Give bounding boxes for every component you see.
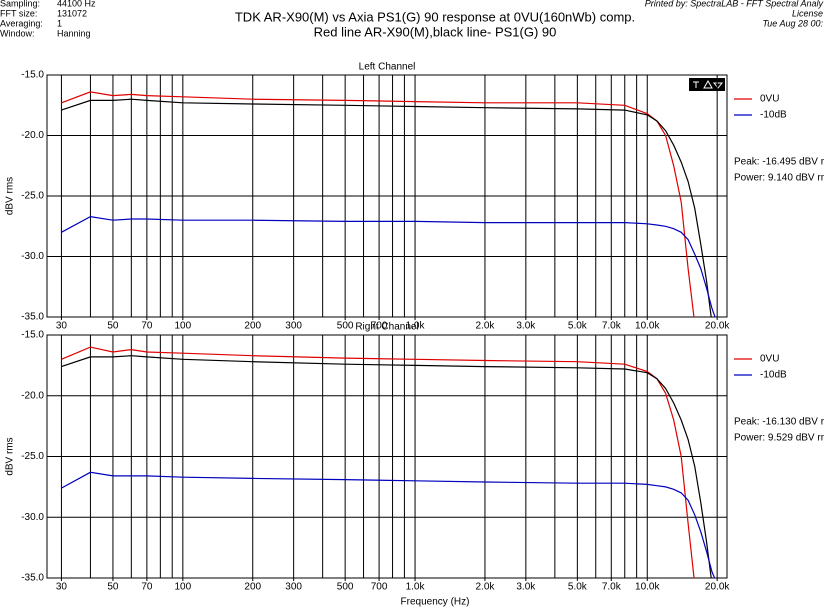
x-tick-label: 2.0k <box>476 321 496 332</box>
y-tick-label: -20.0 <box>21 390 44 401</box>
plot-frame <box>46 334 728 579</box>
y-tick-label: -30.0 <box>21 512 44 523</box>
legend-label: -10dB <box>760 370 787 381</box>
x-axis-label: Frequency (Hz) <box>401 597 470 608</box>
series-line <box>61 215 716 317</box>
x-tick-label: 10.0k <box>635 321 660 332</box>
page-subtitle: Red line AR-X90(M),black line- PS1(G) 90 <box>314 24 557 39</box>
x-tick-label: 50 <box>107 321 119 332</box>
x-tick-label: 500 <box>337 321 354 332</box>
x-tick-label: 7.0k <box>602 321 622 332</box>
annotation: Power: 9.529 dBV rm <box>734 433 824 444</box>
y-tick-label: -25.0 <box>21 191 44 202</box>
x-tick-label: 20.0k <box>705 321 730 332</box>
x-tick-label: 70 <box>141 582 153 593</box>
annotation: Power: 9.140 dBV rms <box>734 173 824 184</box>
annotation: Peak: -16.130 dBV rm <box>734 417 824 428</box>
x-tick-label: 200 <box>244 321 261 332</box>
annotation: Peak: -16.495 dBV rm <box>734 157 824 168</box>
averaging-label: Averaging: <box>0 18 43 28</box>
x-tick-label: 1.0k <box>406 321 426 332</box>
x-tick-label: 7.0k <box>602 582 622 593</box>
series-line <box>61 471 716 578</box>
x-tick-label: 300 <box>285 321 302 332</box>
x-tick-label: 5.0k <box>568 321 588 332</box>
chart-title: Left Channel <box>359 62 416 73</box>
y-tick-label: -35.0 <box>21 312 44 323</box>
x-tick-label: 5.0k <box>568 582 588 593</box>
y-tick-label: -25.0 <box>21 451 44 462</box>
y-axis-label: dBV rms <box>5 437 16 475</box>
x-tick-label: 10.0k <box>635 582 660 593</box>
x-tick-label: 100 <box>175 582 192 593</box>
y-tick-label: -15.0 <box>21 330 44 341</box>
x-tick-label: 200 <box>244 582 261 593</box>
x-tick-label: 70 <box>141 321 153 332</box>
x-tick-label: 3.0k <box>516 582 536 593</box>
page-title: TDK AR-X90(M) vs Axia PS1(G) 90 response… <box>235 9 635 24</box>
sampling: 44100 Hz <box>57 0 96 8</box>
y-tick-label: -35.0 <box>21 573 44 584</box>
y-tick-label: -15.0 <box>21 70 44 81</box>
x-tick-label: 100 <box>175 321 192 332</box>
x-tick-label: 700 <box>371 582 388 593</box>
x-tick-label: 300 <box>285 582 302 593</box>
x-tick-label: 1.0k <box>406 582 426 593</box>
plot-frame <box>46 74 728 318</box>
x-tick-label: 30 <box>56 321 68 332</box>
x-tick-label: 50 <box>107 582 119 593</box>
license: License <box>792 8 823 18</box>
legend-label: -10dB <box>760 110 787 121</box>
x-tick-label: 500 <box>337 582 354 593</box>
legend-label: 0VU <box>760 94 779 105</box>
icon-box[interactable] <box>689 78 725 91</box>
series-line <box>61 355 712 578</box>
averaging: 1 <box>57 18 62 28</box>
date: Tue Aug 28 00: <box>762 18 823 28</box>
sampling-label: Sampling: <box>0 0 40 8</box>
chart-title: Right Channel <box>355 322 418 333</box>
x-tick-label: 30 <box>56 582 68 593</box>
icon-glyphs <box>693 79 724 89</box>
y-tick-label: -20.0 <box>21 130 44 141</box>
fft: 131072 <box>57 8 87 18</box>
x-tick-label: 20.0k <box>705 582 730 593</box>
legend-label: 0VU <box>760 354 779 365</box>
y-axis-label: dBV rms <box>5 177 16 215</box>
y-tick-label: -30.0 <box>21 251 44 262</box>
series-line <box>61 346 695 578</box>
window-label: Window: <box>0 28 35 38</box>
fft-label: FFT size: <box>0 8 37 18</box>
x-tick-label: 700 <box>371 321 388 332</box>
plot-lines <box>61 91 716 317</box>
x-tick-label: 2.0k <box>476 582 496 593</box>
printed-by: Printed by: SpectraLAB - FFT Spectral An… <box>645 0 824 8</box>
series-line <box>61 91 695 317</box>
window: Hanning <box>57 28 91 38</box>
x-tick-label: 3.0k <box>516 321 536 332</box>
series-line <box>61 98 712 317</box>
plot-lines <box>61 346 716 578</box>
toolbar-icon[interactable] <box>689 78 725 91</box>
